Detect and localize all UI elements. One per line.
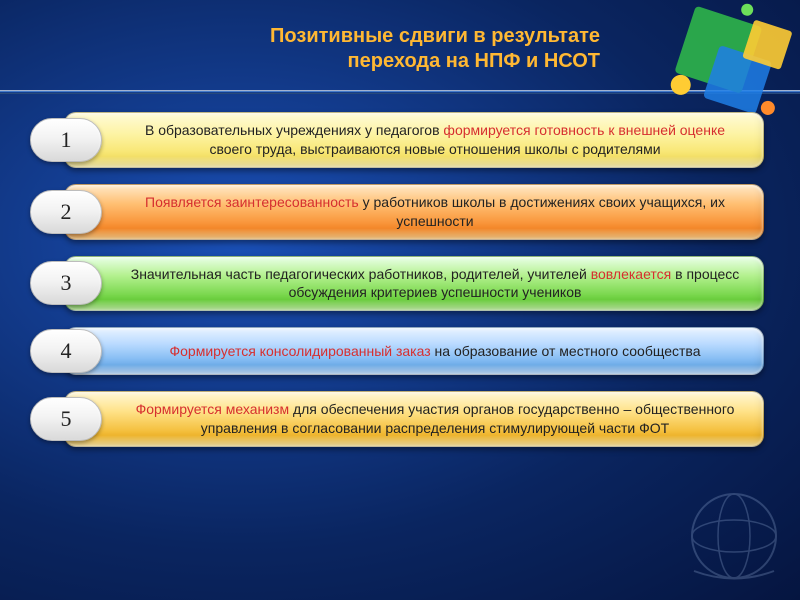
watermark-logo	[674, 476, 794, 596]
item-bar: Формируется механизм для обеспечения уча…	[64, 391, 764, 447]
item-number-badge: 5	[30, 397, 102, 441]
list-item: 4 Формируется консолидированный заказ на…	[36, 327, 764, 375]
item-bar: Формируется консолидированный заказ на о…	[64, 327, 764, 375]
slide-title: Позитивные сдвиги в результате перехода …	[0, 0, 800, 84]
points-list: 1 В образовательных учреждениях у педаго…	[0, 112, 800, 447]
list-item: 2 Появляется заинтересованность у работн…	[36, 184, 764, 240]
item-text: Появляется заинтересованность у работник…	[125, 193, 745, 231]
item-text: Формируется консолидированный заказ на о…	[170, 342, 701, 361]
item-bar: В образовательных учреждениях у педагого…	[64, 112, 764, 168]
item-text: Значительная часть педагогических работн…	[125, 265, 745, 303]
title-line-2: перехода на НПФ и НСОТ	[40, 49, 600, 74]
title-line-1: Позитивные сдвиги в результате	[40, 24, 600, 49]
item-number-badge: 3	[30, 261, 102, 305]
list-item: 5 Формируется механизм для обеспечения у…	[36, 391, 764, 447]
item-bar: Значительная часть педагогических работн…	[64, 256, 764, 312]
title-divider	[0, 90, 800, 94]
item-number-badge: 1	[30, 118, 102, 162]
item-number-badge: 4	[30, 329, 102, 373]
item-text: В образовательных учреждениях у педагого…	[125, 121, 745, 159]
item-bar: Появляется заинтересованность у работник…	[64, 184, 764, 240]
list-item: 3 Значительная часть педагогических рабо…	[36, 256, 764, 312]
list-item: 1 В образовательных учреждениях у педаго…	[36, 112, 764, 168]
item-text: Формируется механизм для обеспечения уча…	[125, 400, 745, 438]
item-number-badge: 2	[30, 190, 102, 234]
